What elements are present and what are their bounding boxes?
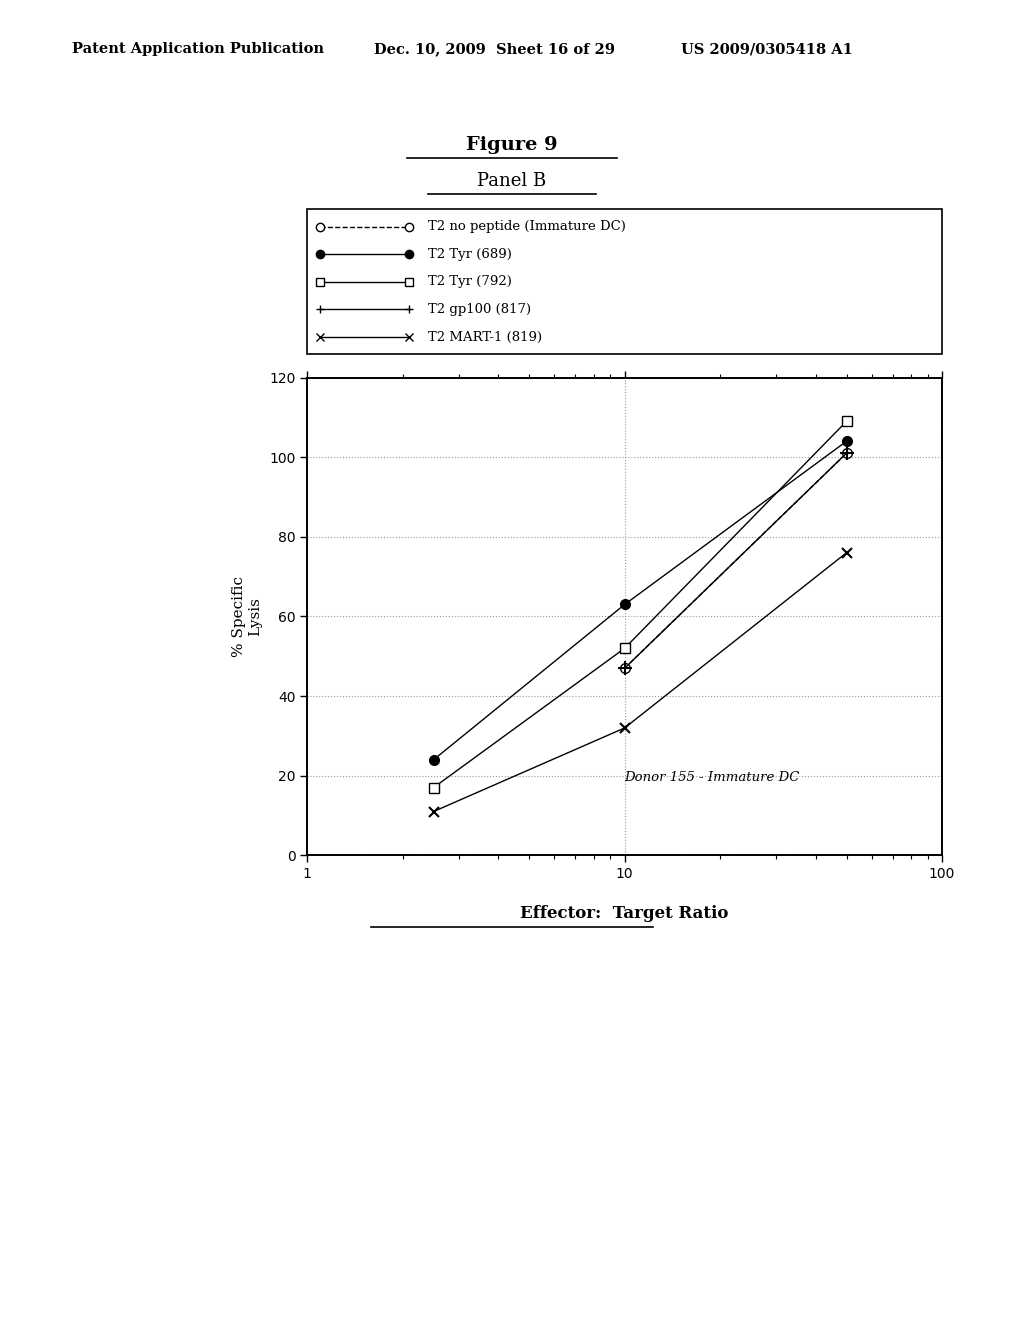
Text: Patent Application Publication: Patent Application Publication xyxy=(72,42,324,57)
Text: T2 no peptide (Immature DC): T2 no peptide (Immature DC) xyxy=(428,220,626,234)
Text: T2 MART-1 (819): T2 MART-1 (819) xyxy=(428,330,542,343)
Text: T2 Tyr (792): T2 Tyr (792) xyxy=(428,276,512,288)
Text: US 2009/0305418 A1: US 2009/0305418 A1 xyxy=(681,42,853,57)
Text: Effector:  Target Ratio: Effector: Target Ratio xyxy=(520,906,729,921)
Text: Panel B: Panel B xyxy=(477,172,547,190)
Text: T2 gp100 (817): T2 gp100 (817) xyxy=(428,304,531,315)
Text: Donor 155 - Immature DC: Donor 155 - Immature DC xyxy=(625,771,800,784)
Text: Figure 9: Figure 9 xyxy=(466,136,558,154)
Y-axis label: % Specific
Lysis: % Specific Lysis xyxy=(231,576,262,657)
Text: Dec. 10, 2009  Sheet 16 of 29: Dec. 10, 2009 Sheet 16 of 29 xyxy=(374,42,614,57)
Text: T2 Tyr (689): T2 Tyr (689) xyxy=(428,248,512,261)
